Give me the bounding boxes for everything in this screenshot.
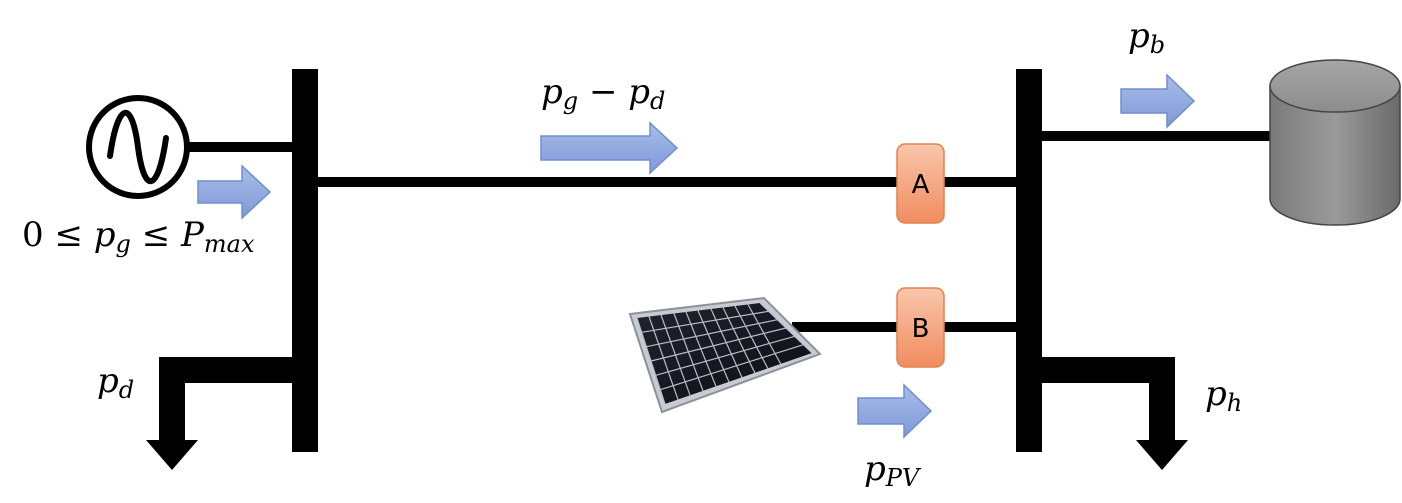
- breaker-b: B: [896, 287, 945, 368]
- load-arrow-icon: [146, 357, 292, 470]
- right-bus-bar: [1016, 69, 1042, 452]
- label-generator-constraint: 0 ≤ pg ≤ Pmax: [22, 215, 255, 258]
- flow-arrow-battery: [1120, 73, 1196, 129]
- label-p-pv: pPV: [864, 449, 922, 492]
- flow-arrow-pv: [857, 383, 933, 439]
- solar-panel-icon: [628, 296, 822, 414]
- ac-generator-icon: [86, 95, 190, 199]
- flow-arrow-transmission: [540, 121, 679, 175]
- label-p-g-minus-p-d: pg − pd: [541, 72, 665, 115]
- left-bus-bar: [292, 69, 318, 452]
- label-p-h: ph: [1205, 374, 1242, 417]
- label-p-b: pb: [1128, 16, 1165, 59]
- breaker-a-label: A: [912, 170, 930, 200]
- breaker-b-label: B: [912, 314, 930, 344]
- breaker-a: A: [896, 143, 945, 224]
- load-arrow-icon: [1042, 357, 1188, 470]
- flow-arrow-generator: [197, 164, 272, 220]
- battery-cylinder-icon: [1269, 59, 1401, 226]
- label-p-d: pd: [97, 361, 134, 404]
